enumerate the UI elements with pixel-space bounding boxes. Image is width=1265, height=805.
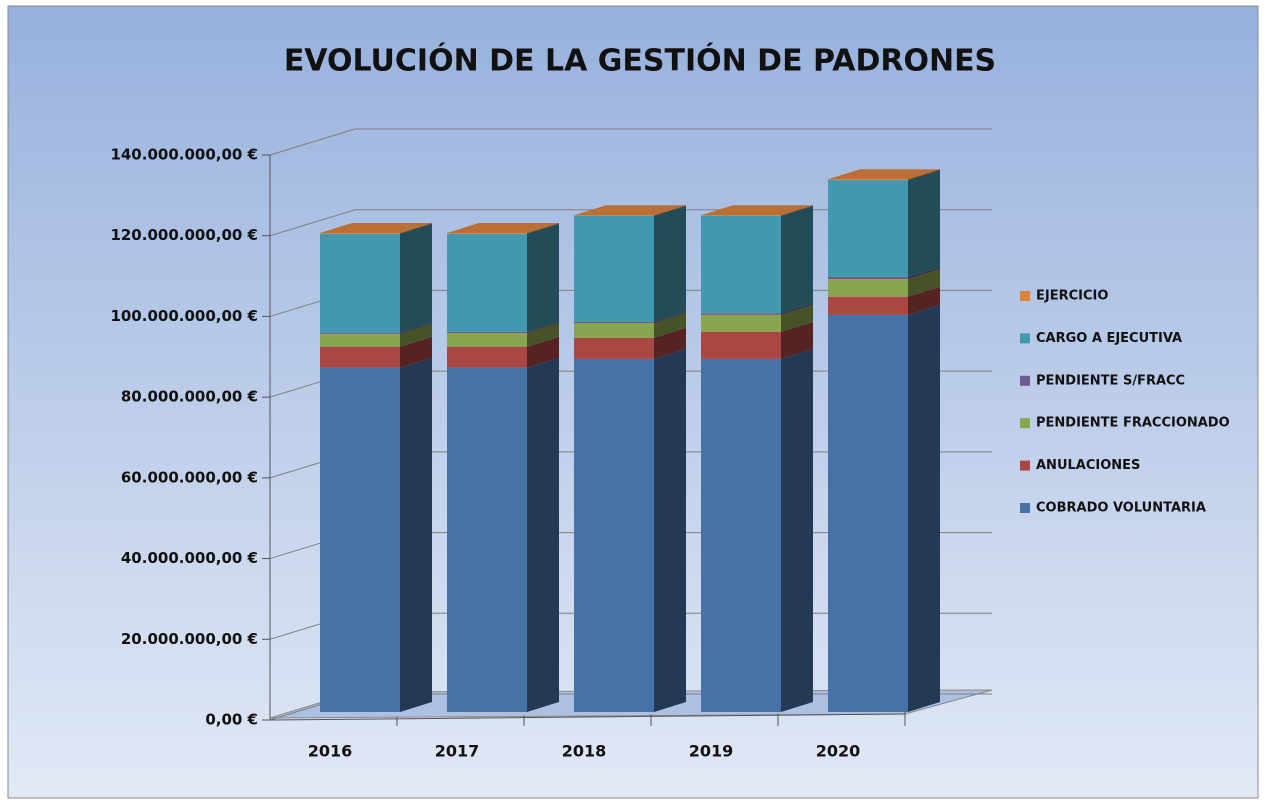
x-axis bbox=[269, 713, 906, 721]
y-tick-label: 120.000.000,00 € bbox=[110, 226, 258, 244]
bar-segment bbox=[447, 333, 527, 347]
bar-segment bbox=[447, 331, 527, 334]
bar-top bbox=[320, 222, 432, 233]
bar-side bbox=[654, 205, 686, 217]
bar-side bbox=[527, 321, 559, 334]
bar-segment bbox=[701, 358, 781, 712]
bar-segment bbox=[320, 333, 400, 347]
legend-swatch bbox=[1020, 460, 1030, 471]
bar-segment bbox=[447, 367, 527, 712]
bar-segment bbox=[828, 276, 908, 279]
bar-side bbox=[908, 169, 940, 181]
bar-segment bbox=[447, 233, 527, 332]
bar-segment bbox=[574, 322, 654, 338]
bar-side bbox=[400, 323, 432, 347]
bar-segment bbox=[574, 215, 654, 217]
bar-side bbox=[908, 266, 940, 279]
legend-label: CARGO A EJECUTIVA bbox=[1036, 331, 1182, 346]
bar-segment bbox=[574, 358, 654, 712]
bar-side bbox=[400, 222, 432, 234]
bar-side bbox=[781, 304, 813, 332]
bar-side bbox=[781, 348, 813, 712]
bar-side bbox=[908, 286, 940, 315]
bar-segment bbox=[574, 321, 654, 323]
bar-side bbox=[527, 222, 559, 234]
bar-side bbox=[654, 311, 686, 323]
legend-swatch bbox=[1020, 418, 1030, 429]
y-tick-label: 140.000.000,00 € bbox=[110, 146, 258, 164]
legend-swatch bbox=[1020, 503, 1030, 513]
legend-label: PENDIENTE FRACCIONADO bbox=[1036, 416, 1230, 431]
bar-side bbox=[400, 357, 432, 712]
bar-segment bbox=[828, 179, 908, 181]
bar-side bbox=[400, 322, 432, 334]
bar-segment bbox=[828, 278, 908, 297]
bar-side bbox=[527, 336, 559, 368]
bar-segment bbox=[320, 232, 400, 234]
chart-title: EVOLUCIÓN DE LA GESTIÓN DE PADRONES bbox=[284, 42, 996, 79]
y-tick-label: 40.000.000,00 € bbox=[121, 549, 258, 567]
bar-side bbox=[527, 223, 559, 332]
x-tick-label: 2018 bbox=[562, 742, 607, 761]
bar-segment bbox=[701, 331, 781, 359]
legend-label: COBRADO VOLUNTARIA bbox=[1036, 501, 1206, 516]
bar-segment bbox=[574, 216, 654, 322]
bar-side bbox=[654, 348, 686, 712]
x-tick-label: 2017 bbox=[435, 742, 480, 761]
bar-side bbox=[400, 223, 432, 333]
y-tick-label: 20.000.000,00 € bbox=[121, 630, 258, 648]
legend-label: EJERCICIO bbox=[1036, 289, 1108, 304]
x-tick-label: 2019 bbox=[689, 742, 734, 761]
bar-top bbox=[701, 205, 813, 216]
bar-side bbox=[527, 323, 559, 347]
bar-segment bbox=[320, 332, 400, 334]
y-tick-label: 60.000.000,00 € bbox=[121, 468, 258, 486]
bar-segment bbox=[447, 346, 527, 368]
bar-segment bbox=[828, 314, 908, 712]
bar-side bbox=[908, 170, 940, 277]
x-tick-label: 2016 bbox=[308, 742, 353, 761]
bar-side bbox=[400, 336, 432, 368]
bar-side bbox=[654, 327, 686, 359]
legend-label: ANULACIONES bbox=[1036, 458, 1140, 473]
bar-top bbox=[447, 222, 559, 233]
bar-side bbox=[781, 303, 813, 315]
bar-segment bbox=[701, 314, 781, 332]
bar-side bbox=[527, 357, 559, 712]
bar-side bbox=[654, 312, 686, 338]
bar-segment bbox=[320, 233, 400, 333]
bar-segment bbox=[320, 346, 400, 368]
x-tick-label: 2020 bbox=[816, 742, 861, 761]
bar-segment bbox=[447, 232, 527, 234]
legend-swatch bbox=[1020, 333, 1030, 344]
bar-side bbox=[654, 206, 686, 322]
bar-side bbox=[781, 321, 813, 359]
legend-swatch bbox=[1020, 375, 1030, 386]
bar-segment bbox=[701, 313, 781, 315]
bar-segment bbox=[701, 215, 781, 217]
bar-segment bbox=[574, 337, 654, 359]
bar-segment bbox=[828, 180, 908, 277]
bar-segment bbox=[828, 296, 908, 315]
bar-side bbox=[908, 268, 940, 297]
bar-side bbox=[781, 206, 813, 314]
bar-top bbox=[828, 169, 940, 180]
grid-line bbox=[269, 128, 992, 156]
bar-segment bbox=[701, 216, 781, 314]
bar-side bbox=[908, 304, 940, 712]
bar-top bbox=[574, 205, 686, 216]
y-tick-label: 0,00 € bbox=[205, 711, 258, 729]
bar-side bbox=[781, 205, 813, 217]
bar-segment bbox=[320, 367, 400, 712]
y-tick-label: 80.000.000,00 € bbox=[121, 388, 258, 406]
legend-swatch bbox=[1020, 291, 1030, 301]
y-tick-label: 100.000.000,00 € bbox=[110, 307, 258, 325]
legend-label: PENDIENTE S/FRACC bbox=[1036, 373, 1185, 388]
